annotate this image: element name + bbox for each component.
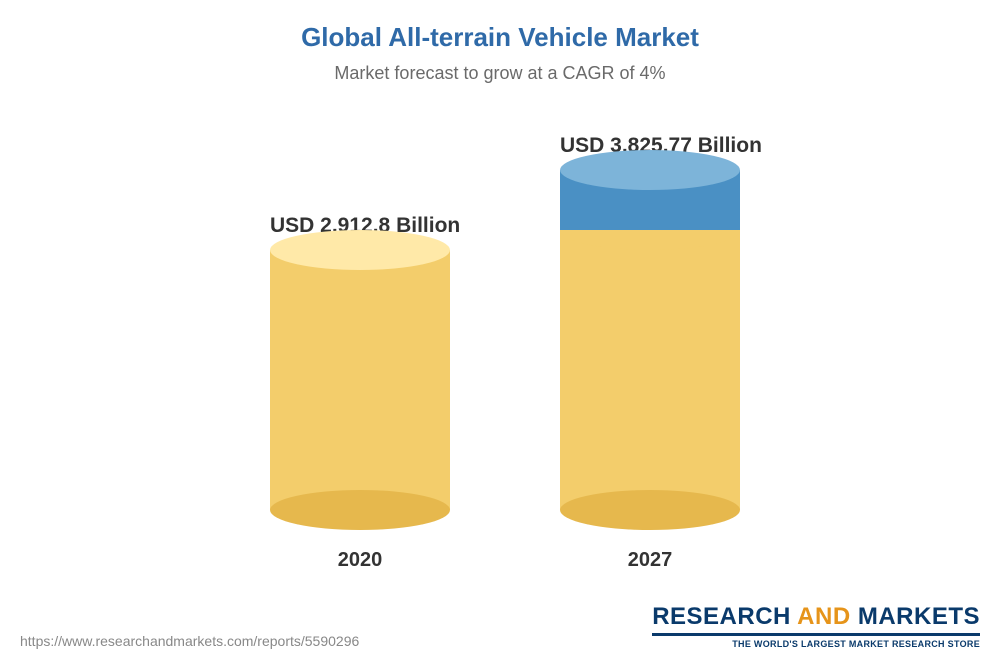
logo-main: RESEARCH AND MARKETS: [652, 603, 980, 631]
chart-title: Global All-terrain Vehicle Market: [0, 0, 1000, 53]
cylinder-top-ellipse: [560, 150, 740, 190]
cylinder-segment: [560, 230, 740, 510]
source-url: https://www.researchandmarkets.com/repor…: [20, 633, 359, 649]
cylinder-bar-2020: USD 2,912.8 Billion: [270, 214, 450, 510]
cylinder-bar-2027: USD 3,825.77 Billion: [560, 134, 740, 510]
cylinder-top-ellipse: [270, 230, 450, 270]
footer: https://www.researchandmarkets.com/repor…: [20, 603, 980, 649]
year-label: 2027: [560, 549, 740, 572]
cylinder-bottom-ellipse: [560, 490, 740, 530]
cylinder-bottom-ellipse: [270, 490, 450, 530]
cylinder-segment: [270, 250, 450, 510]
year-label: 2020: [270, 549, 450, 572]
chart-area: USD 2,912.8 Billion2020USD 3,825.77 Bill…: [0, 109, 1000, 549]
cylinder: [270, 250, 450, 510]
cylinder: [560, 170, 740, 510]
logo-tagline: THE WORLD'S LARGEST MARKET RESEARCH STOR…: [652, 633, 980, 649]
chart-subtitle: Market forecast to grow at a CAGR of 4%: [0, 53, 1000, 84]
logo: RESEARCH AND MARKETS THE WORLD'S LARGEST…: [652, 603, 980, 649]
